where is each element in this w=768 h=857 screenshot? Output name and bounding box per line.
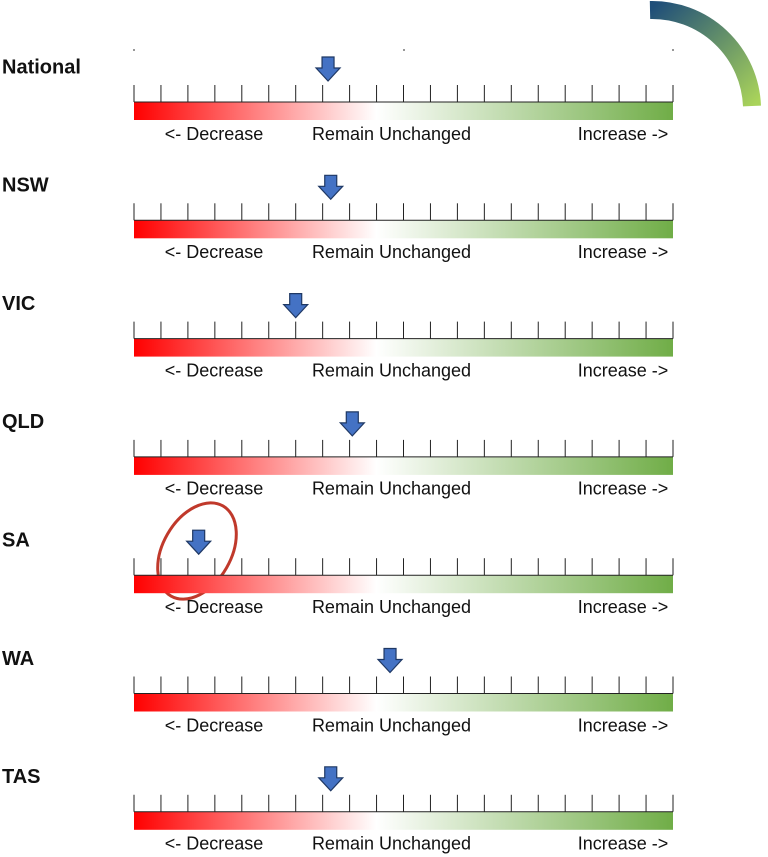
scale-bar xyxy=(134,338,673,357)
region-label: QLD xyxy=(2,411,44,433)
dot xyxy=(403,49,405,51)
region-label: VIC xyxy=(2,293,35,315)
arrow-marker xyxy=(376,647,404,674)
scale-label: Increase -> xyxy=(578,597,669,617)
scale-label: Remain Unchanged xyxy=(312,479,471,499)
scale-label: <- Decrease xyxy=(165,479,264,499)
scale-label: Increase -> xyxy=(578,479,669,499)
region-label: WA xyxy=(2,648,34,670)
arrow-marker xyxy=(338,411,366,437)
scale-label: Increase -> xyxy=(578,242,669,262)
scale-bar xyxy=(134,811,673,830)
scale-label: <- Decrease xyxy=(165,597,264,617)
scale-label: <- Decrease xyxy=(165,242,264,262)
arrow-marker xyxy=(317,174,345,201)
region-label: TAS xyxy=(2,766,41,788)
arrow-marker xyxy=(317,766,345,792)
region-label: SA xyxy=(2,529,30,551)
dot xyxy=(133,49,135,51)
scale-bar xyxy=(134,220,673,239)
scale-label: <- Decrease xyxy=(165,715,264,735)
scale-label: Remain Unchanged xyxy=(312,242,471,262)
scale-label: Remain Unchanged xyxy=(312,124,471,144)
scale-bar xyxy=(134,693,673,712)
scale-label: Remain Unchanged xyxy=(312,834,471,854)
scale-label: Increase -> xyxy=(578,834,669,854)
region-label: National xyxy=(2,56,81,78)
arrow-marker xyxy=(185,529,213,556)
scale-label: Increase -> xyxy=(578,360,669,380)
scale-label: <- Decrease xyxy=(165,124,264,144)
scale-label: Increase -> xyxy=(578,715,669,735)
scale-bar xyxy=(134,102,673,120)
scale-label: Remain Unchanged xyxy=(312,360,471,380)
scale-label: Increase -> xyxy=(578,124,669,144)
arrow-marker xyxy=(314,56,342,82)
scale-label: Remain Unchanged xyxy=(312,597,471,617)
dot xyxy=(672,49,674,51)
scale-bar xyxy=(134,575,673,594)
scale-label: <- Decrease xyxy=(165,834,264,854)
decorative-arc xyxy=(649,0,761,107)
highlight-ellipse xyxy=(156,501,238,601)
scale-label: <- Decrease xyxy=(165,360,264,380)
scale-label: Remain Unchanged xyxy=(312,715,471,735)
region-label: NSW xyxy=(2,175,49,197)
scale-bar xyxy=(134,456,673,475)
arrow-marker xyxy=(282,293,310,319)
